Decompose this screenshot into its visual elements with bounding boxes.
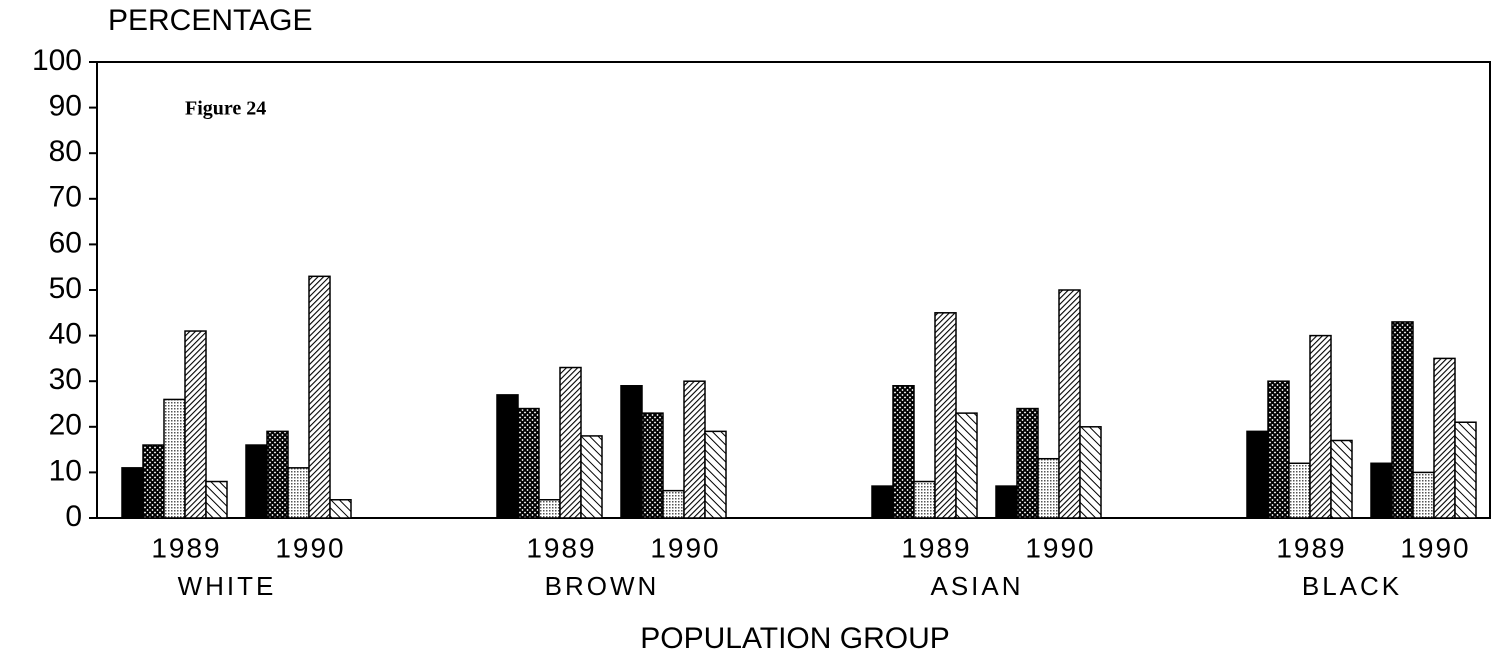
y-tick-label: 0 — [65, 500, 82, 533]
bar — [1309, 334, 1332, 519]
y-tick-label: 50 — [49, 272, 82, 305]
x-axis-label: POPULATION GROUP — [640, 622, 950, 655]
bar — [1330, 439, 1353, 519]
bar — [683, 380, 706, 519]
bar — [871, 485, 894, 519]
bar — [1288, 462, 1311, 519]
bar — [995, 485, 1018, 519]
bar — [662, 489, 685, 519]
bar — [245, 444, 268, 519]
bar — [1391, 321, 1414, 519]
bar — [1433, 357, 1456, 519]
bar — [1412, 471, 1435, 519]
bar — [1016, 407, 1039, 519]
bar — [641, 412, 664, 519]
bar — [142, 444, 165, 519]
x-tick-label: 1989 — [526, 532, 596, 563]
x-tick-label: 1989 — [1276, 532, 1346, 563]
bar — [913, 480, 936, 519]
bar — [287, 467, 310, 519]
bar — [1370, 462, 1393, 519]
annotation: Figure 24 — [185, 98, 266, 120]
y-tick-label: 30 — [49, 363, 82, 396]
x-tick-label: 1990 — [1400, 532, 1470, 563]
bar — [620, 385, 643, 519]
group-label: BROWN — [545, 571, 660, 601]
y-axis-label: PERCENTAGE — [108, 4, 312, 37]
group-label: WHITE — [178, 571, 277, 601]
y-tick-label: 70 — [49, 181, 82, 214]
bar — [1454, 421, 1477, 519]
x-tick-label: 1990 — [275, 532, 345, 563]
bar — [1079, 426, 1102, 519]
y-tick-label: 40 — [49, 318, 82, 351]
y-tick-label: 90 — [49, 90, 82, 123]
bar — [955, 412, 978, 519]
x-tick-label: 1990 — [1025, 532, 1095, 563]
bar — [892, 385, 915, 519]
bar — [559, 366, 582, 519]
bar — [329, 499, 352, 519]
x-tick-label: 1989 — [151, 532, 221, 563]
bar — [580, 435, 603, 519]
bar — [538, 499, 561, 519]
y-tick-label: 60 — [49, 226, 82, 259]
x-tick-label: 1989 — [901, 532, 971, 563]
group-label: BLACK — [1302, 571, 1402, 601]
bar — [934, 312, 957, 519]
bar — [1267, 380, 1290, 519]
y-tick-label: 80 — [49, 135, 82, 168]
bar — [517, 407, 540, 519]
bar — [184, 330, 207, 519]
bar — [308, 275, 331, 519]
bar — [163, 398, 186, 519]
x-tick-label: 1990 — [650, 532, 720, 563]
bar — [1037, 457, 1060, 519]
bar — [205, 480, 228, 519]
bar — [1246, 430, 1269, 519]
bar — [266, 430, 289, 519]
bar — [704, 430, 727, 519]
bar — [496, 394, 519, 519]
bar — [1058, 289, 1081, 519]
group-label: ASIAN — [930, 571, 1023, 601]
bar — [121, 467, 144, 519]
y-tick-label: 100 — [32, 44, 82, 77]
y-tick-label: 20 — [49, 409, 82, 442]
y-tick-label: 10 — [49, 454, 82, 487]
